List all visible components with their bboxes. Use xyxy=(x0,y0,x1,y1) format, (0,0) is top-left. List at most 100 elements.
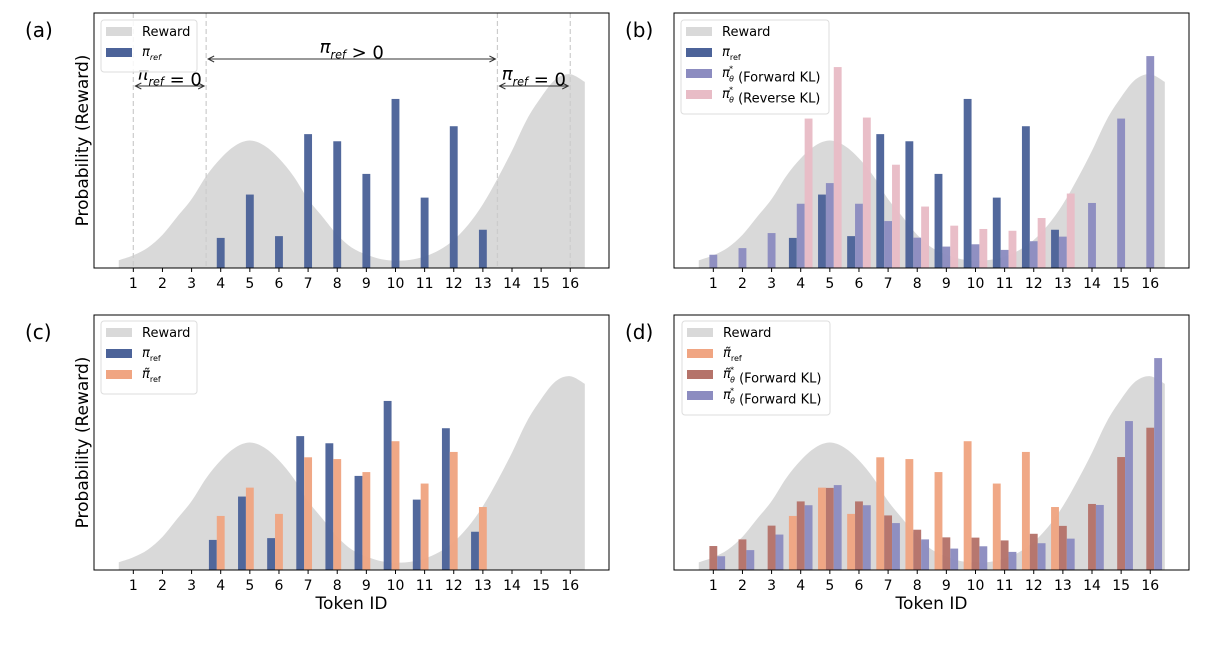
x-tick-label: 9 xyxy=(942,578,951,594)
bar xyxy=(1088,503,1096,570)
bar xyxy=(971,244,980,268)
x-tick-label: 14 xyxy=(1083,276,1101,292)
bar xyxy=(1008,230,1017,268)
bar xyxy=(245,487,254,570)
axes-frame xyxy=(93,12,610,269)
bar xyxy=(767,525,776,570)
bar xyxy=(304,134,313,268)
bar xyxy=(818,194,826,268)
x-tick-label: 13 xyxy=(474,276,492,292)
legend-label: Reward xyxy=(723,326,771,341)
bar xyxy=(746,550,755,570)
reward-area xyxy=(118,376,585,570)
legend-swatch xyxy=(106,370,132,379)
math-rest: (Forward KL) xyxy=(734,70,820,85)
x-tick-label: 13 xyxy=(1054,276,1072,292)
legend-label: πref xyxy=(722,45,741,62)
bar xyxy=(1146,56,1155,268)
bar xyxy=(979,228,988,268)
bar xyxy=(833,67,842,268)
math-rest: (Forward KL) xyxy=(735,371,821,386)
bar xyxy=(876,134,885,268)
bar xyxy=(921,206,930,268)
bar xyxy=(717,556,726,570)
x-tick-label: 16 xyxy=(1141,276,1159,292)
x-tick-label: 1 xyxy=(129,578,138,594)
bar xyxy=(267,538,276,570)
x-tick-label: 4 xyxy=(796,276,805,292)
x-tick-label: 4 xyxy=(216,276,225,292)
math-sup: * xyxy=(730,387,734,396)
math-rest: (Reverse KL) xyxy=(734,91,820,106)
bar xyxy=(913,529,922,570)
math-sub: ref xyxy=(513,75,530,88)
bar xyxy=(775,534,784,570)
math-base: π xyxy=(320,37,332,58)
math-sub: θ xyxy=(729,95,734,104)
bar xyxy=(767,233,776,268)
legend-swatch xyxy=(687,370,713,379)
bar xyxy=(1021,126,1030,268)
bar xyxy=(855,501,863,570)
math-base: π xyxy=(502,64,514,85)
bar xyxy=(1058,525,1067,570)
x-tick-label: 16 xyxy=(561,276,579,292)
bar xyxy=(992,483,1001,570)
x-tick-label: 6 xyxy=(275,578,284,594)
legend-label: π̃ref xyxy=(723,346,742,363)
x-tick-label: 7 xyxy=(304,276,313,292)
reward-area xyxy=(698,376,1165,570)
math-sub: ref xyxy=(150,375,161,384)
bar xyxy=(296,436,305,570)
legend-label: π* θ (Reverse KL) xyxy=(722,86,820,107)
bar xyxy=(1029,241,1038,268)
x-tick-label: 2 xyxy=(738,276,747,292)
legend-swatch xyxy=(687,391,713,400)
x-tick-label: 7 xyxy=(304,578,313,594)
bar xyxy=(862,117,871,268)
x-tick-label: 8 xyxy=(913,276,922,292)
legend-swatch xyxy=(686,48,712,57)
math-rest: (Forward KL) xyxy=(735,392,821,407)
legend-label: π̃* θ (Forward KL) xyxy=(723,366,821,387)
x-tick-label: 6 xyxy=(275,276,284,292)
math-base: π xyxy=(722,45,730,60)
x-tick-label: 15 xyxy=(1112,276,1130,292)
x-tick-label: 16 xyxy=(1141,578,1159,594)
bar xyxy=(942,537,951,570)
x-tick-label: 9 xyxy=(362,276,371,292)
bar xyxy=(921,539,930,570)
x-tick-label: 8 xyxy=(913,578,922,594)
math-sup: * xyxy=(730,366,734,375)
x-tick-label: 8 xyxy=(333,578,342,594)
panel-label: (c) xyxy=(25,320,52,344)
bar xyxy=(275,236,283,268)
x-tick-label: 11 xyxy=(996,578,1014,594)
x-tick-label: 15 xyxy=(532,578,550,594)
panel-label: (a) xyxy=(25,18,53,42)
bar xyxy=(847,236,856,268)
bar xyxy=(905,141,914,268)
bar xyxy=(449,126,458,268)
x-tick-label: 4 xyxy=(796,578,805,594)
bar xyxy=(1125,421,1133,570)
bar xyxy=(1037,218,1046,268)
axes-frame xyxy=(93,314,610,571)
bar xyxy=(362,173,371,268)
legend-box xyxy=(681,320,831,416)
math-sub: ref xyxy=(150,53,162,62)
panel-label: (b) xyxy=(625,18,653,42)
bar xyxy=(471,531,479,570)
math-sub: θ xyxy=(730,375,735,384)
legend-label: Reward xyxy=(142,326,190,341)
legend-swatch xyxy=(686,90,712,99)
bar xyxy=(876,457,885,570)
bar xyxy=(950,225,959,268)
math-sub: θ xyxy=(730,396,735,405)
legend-swatch xyxy=(106,328,132,337)
bar xyxy=(354,475,363,570)
